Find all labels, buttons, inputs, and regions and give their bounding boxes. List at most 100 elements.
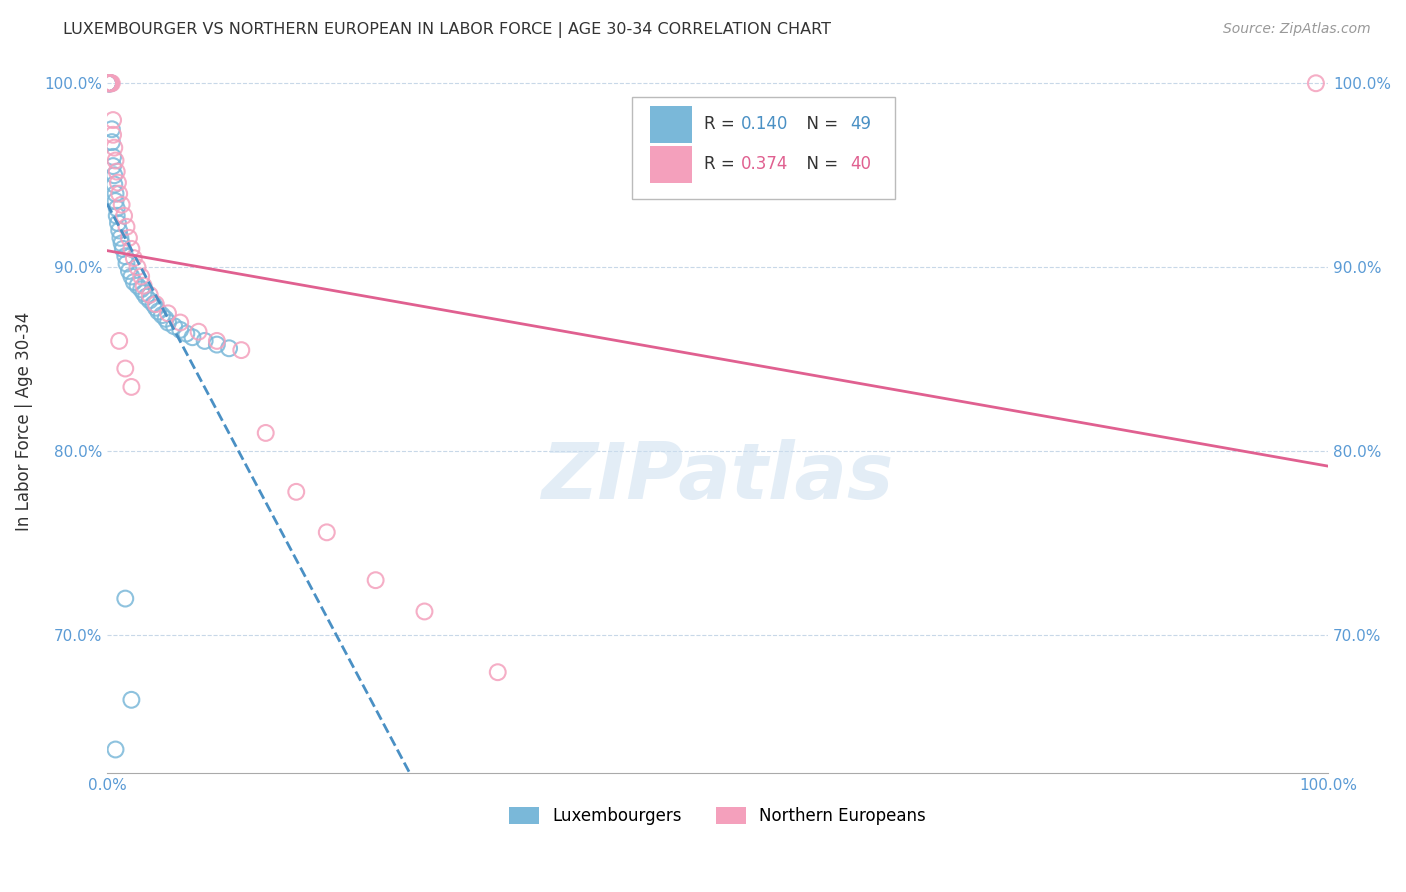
Point (148, 304, 170, 318)
Point (98, 76, 121, 90)
Point (97, 76, 120, 90)
Point (181, 330, 204, 344)
Point (97, 76, 120, 90)
Point (120, 269, 142, 284)
Point (111, 236, 134, 251)
Point (100, 76, 122, 90)
Text: ZIPatlas: ZIPatlas (541, 440, 894, 516)
Point (105, 164, 128, 178)
Point (112, 209, 135, 223)
Y-axis label: In Labor Force | Age 30-34: In Labor Force | Age 30-34 (15, 311, 32, 531)
Point (101, 122, 124, 136)
Point (118, 231, 141, 245)
Legend: Luxembourgers, Northern Europeans: Luxembourgers, Northern Europeans (509, 807, 925, 825)
Text: R =: R = (704, 155, 740, 173)
Point (115, 219, 138, 234)
Point (413, 605, 436, 619)
Point (138, 293, 160, 308)
Point (114, 249, 136, 263)
Point (100, 76, 122, 90)
Point (231, 343, 253, 358)
Point (108, 334, 131, 348)
Point (97, 76, 120, 90)
Point (169, 316, 191, 330)
Point (122, 275, 145, 289)
Point (315, 525, 337, 540)
Point (122, 251, 145, 265)
Point (97, 76, 120, 90)
Text: N =: N = (796, 155, 844, 173)
Point (104, 153, 127, 168)
Point (138, 288, 160, 302)
Point (135, 290, 157, 304)
Point (157, 306, 180, 320)
Text: 40: 40 (851, 155, 872, 173)
Point (100, 76, 122, 90)
Point (98, 76, 121, 90)
Point (101, 159, 124, 173)
Text: Source: ZipAtlas.com: Source: ZipAtlas.com (1223, 22, 1371, 37)
Point (114, 361, 136, 376)
Point (194, 334, 217, 348)
Point (1305, 76, 1327, 90)
Point (114, 591, 136, 606)
Point (108, 223, 131, 237)
Point (155, 311, 177, 326)
Point (101, 128, 124, 142)
Point (132, 286, 155, 301)
Point (100, 76, 122, 90)
Point (145, 301, 167, 315)
Point (254, 425, 277, 440)
Point (108, 186, 131, 201)
Point (120, 242, 142, 256)
Text: 0.374: 0.374 (741, 155, 789, 173)
Point (205, 334, 228, 348)
Point (104, 186, 127, 201)
Point (129, 282, 152, 296)
Point (150, 308, 173, 322)
Point (486, 665, 509, 680)
Point (145, 297, 167, 311)
Point (101, 135, 124, 149)
Text: 0.140: 0.140 (741, 115, 789, 133)
Point (285, 484, 308, 499)
Point (127, 260, 149, 275)
Point (176, 326, 198, 341)
Point (364, 573, 387, 587)
Point (103, 168, 125, 182)
Point (115, 257, 138, 271)
Point (120, 693, 142, 707)
Point (101, 113, 124, 128)
Point (120, 380, 142, 394)
Point (218, 341, 240, 355)
Point (103, 178, 125, 192)
Text: N =: N = (796, 115, 844, 133)
Point (111, 198, 134, 212)
Point (163, 319, 186, 334)
FancyBboxPatch shape (651, 146, 692, 183)
Point (157, 316, 180, 330)
Point (105, 202, 128, 216)
Point (98, 76, 121, 90)
Text: 49: 49 (851, 115, 872, 133)
Point (101, 150, 124, 164)
Text: R =: R = (704, 115, 740, 133)
Point (101, 76, 124, 90)
Point (187, 325, 209, 339)
Point (104, 194, 127, 208)
Point (129, 269, 152, 284)
Point (104, 742, 127, 756)
Text: LUXEMBOURGER VS NORTHERN EUROPEAN IN LABOR FORCE | AGE 30-34 CORRELATION CHART: LUXEMBOURGER VS NORTHERN EUROPEAN IN LAB… (63, 22, 831, 38)
Point (110, 231, 132, 245)
Point (103, 141, 125, 155)
Point (169, 323, 191, 337)
Point (97, 76, 120, 90)
Point (142, 297, 165, 311)
Point (127, 278, 149, 293)
Point (107, 176, 129, 190)
Point (105, 209, 128, 223)
Point (205, 337, 228, 351)
Point (107, 216, 129, 230)
Point (111, 242, 134, 256)
Point (98, 76, 121, 90)
